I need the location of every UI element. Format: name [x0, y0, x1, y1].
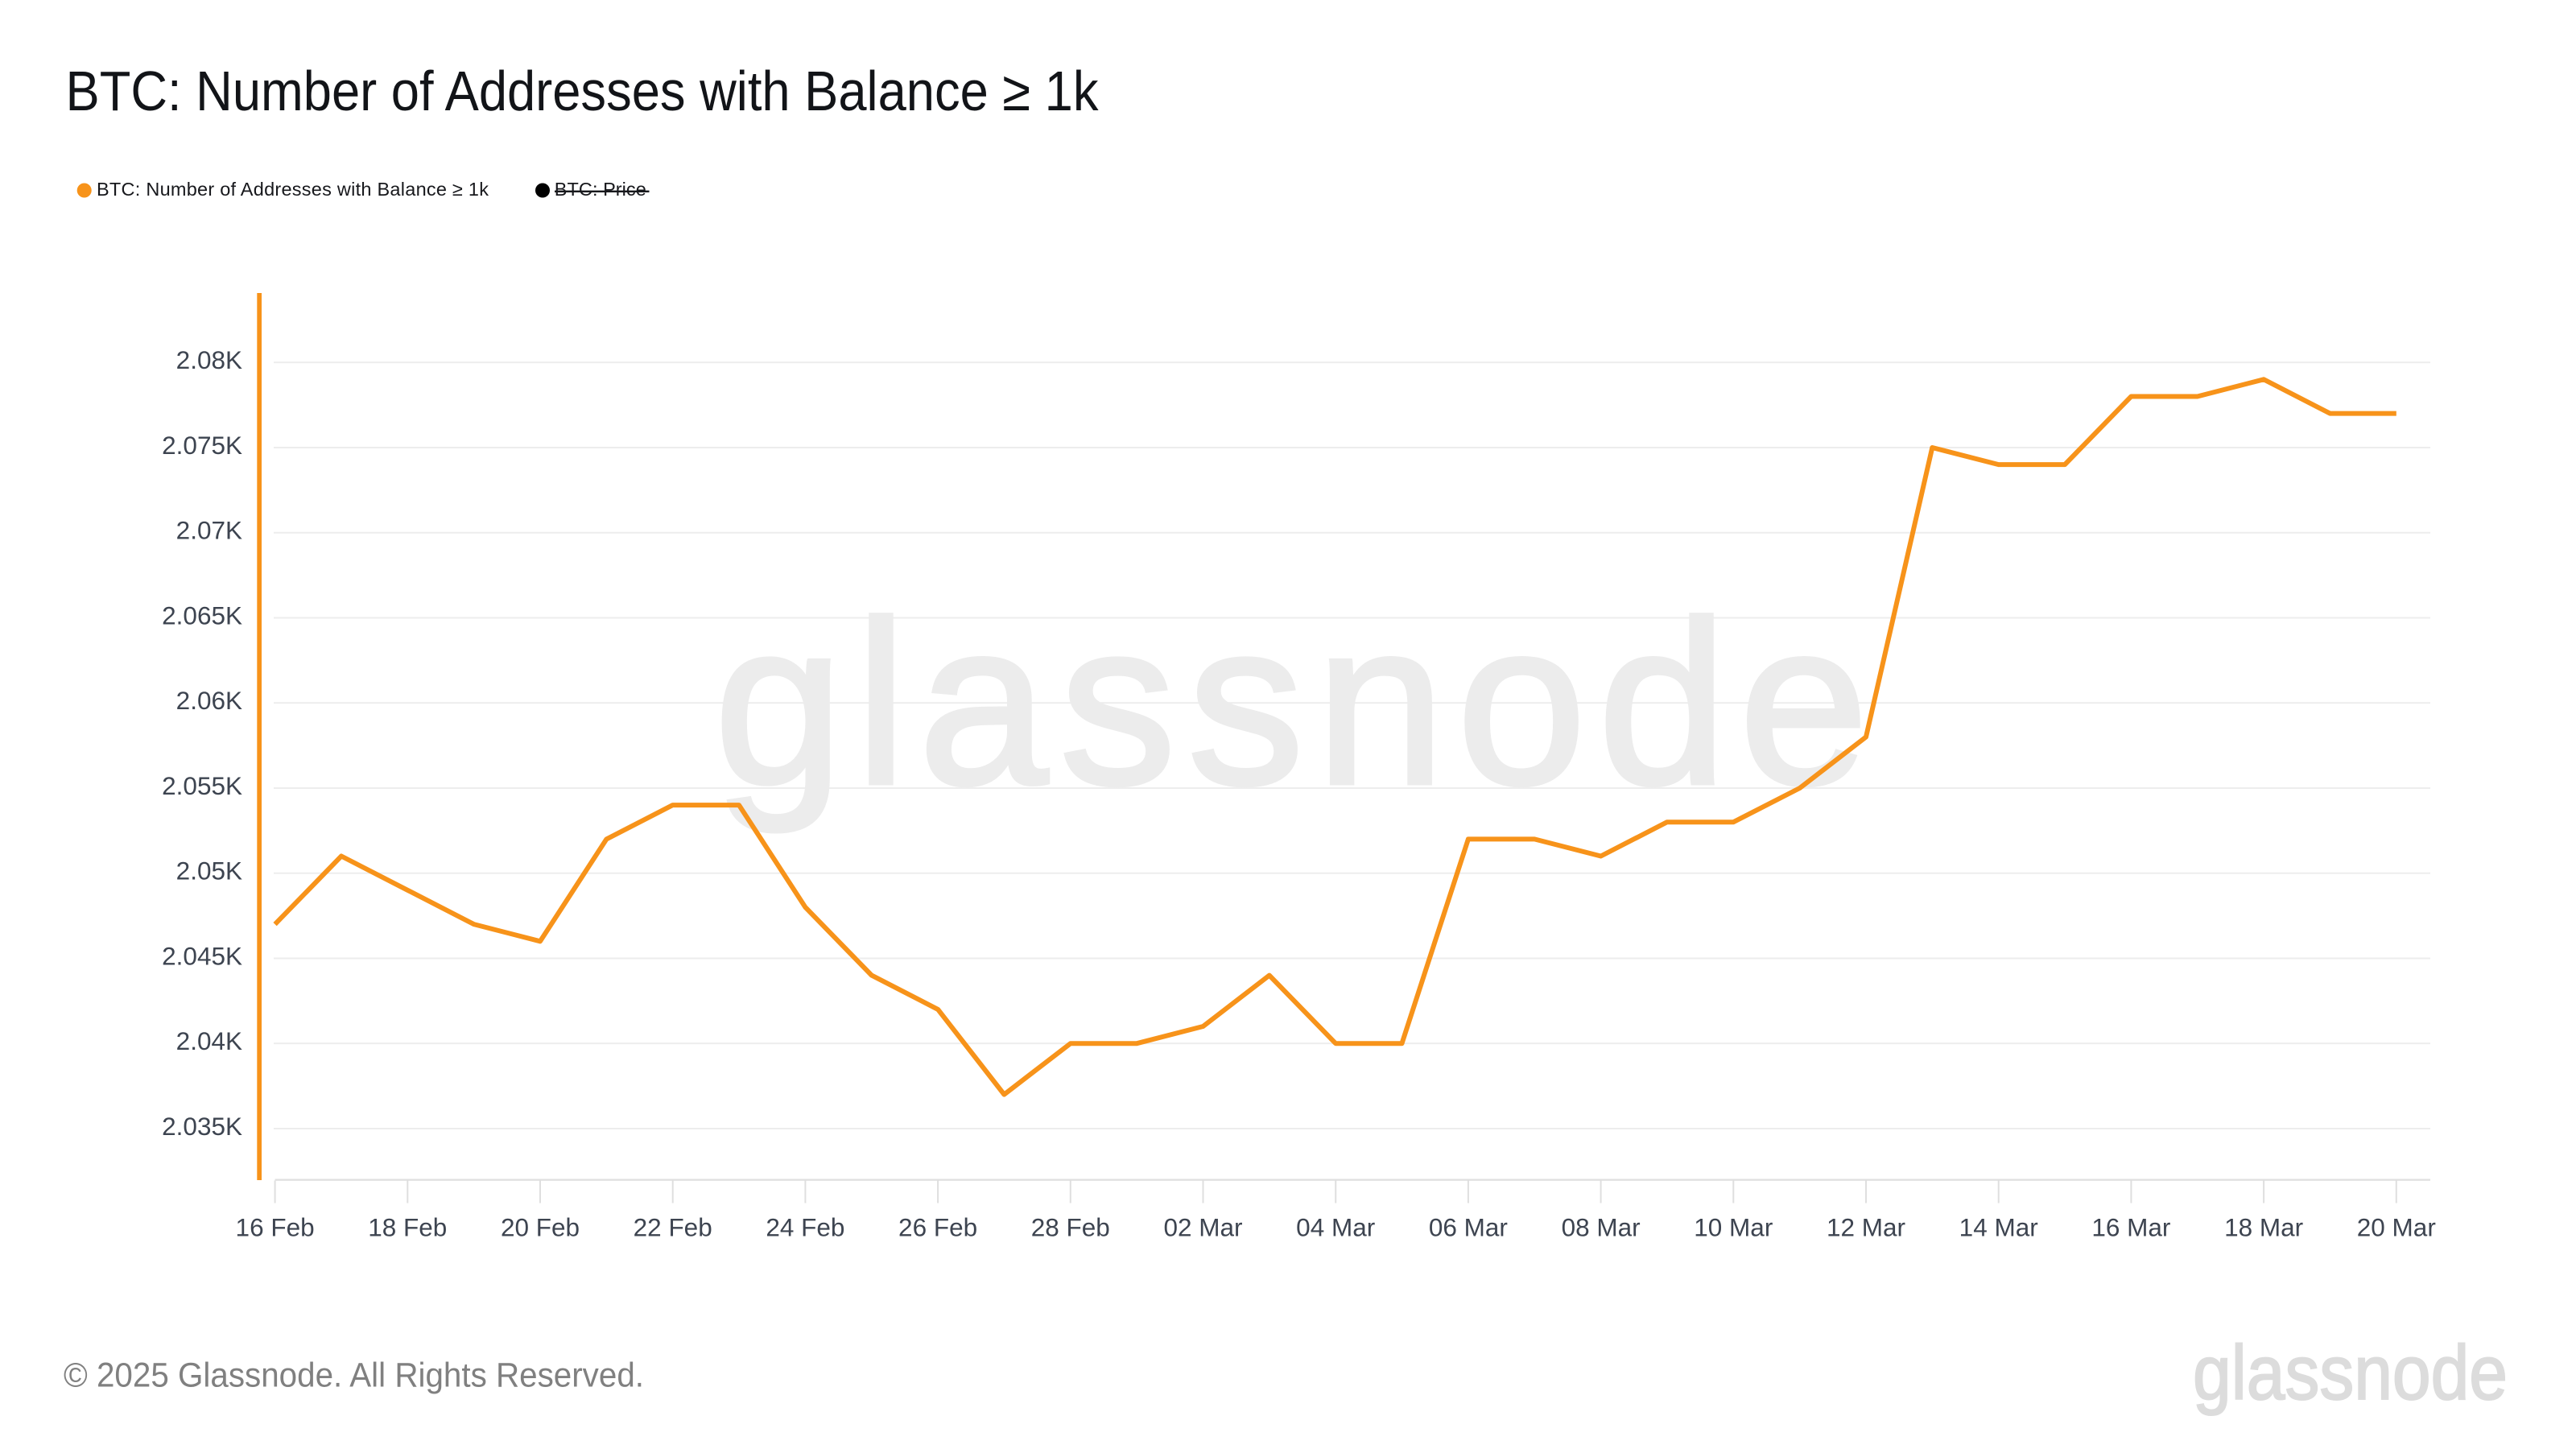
svg-text:20 Feb: 20 Feb [501, 1213, 580, 1242]
svg-text:22 Feb: 22 Feb [634, 1213, 712, 1242]
svg-text:© 2025 Glassnode. All Rights R: © 2025 Glassnode. All Rights Reserved. [64, 1356, 644, 1394]
svg-text:20 Mar: 20 Mar [2357, 1213, 2436, 1242]
svg-text:BTC: Number of Addresses with: BTC: Number of Addresses with Balance ≥ … [97, 179, 489, 200]
svg-text:2.08K: 2.08K [176, 345, 242, 374]
svg-text:glassnode: glassnode [2193, 1330, 2508, 1416]
svg-text:14 Mar: 14 Mar [1959, 1213, 2038, 1242]
svg-text:2.07K: 2.07K [176, 516, 242, 545]
svg-text:04 Mar: 04 Mar [1296, 1213, 1375, 1242]
svg-text:28 Feb: 28 Feb [1031, 1213, 1110, 1242]
svg-text:2.05K: 2.05K [176, 857, 242, 886]
svg-text:glassnode: glassnode [714, 573, 1868, 834]
svg-text:26 Feb: 26 Feb [898, 1213, 977, 1242]
svg-text:2.06K: 2.06K [176, 686, 242, 715]
svg-text:06 Mar: 06 Mar [1429, 1213, 1508, 1242]
svg-text:08 Mar: 08 Mar [1562, 1213, 1641, 1242]
svg-text:2.04K: 2.04K [176, 1026, 242, 1055]
svg-text:BTC: Price: BTC: Price [555, 179, 646, 200]
svg-text:12 Mar: 12 Mar [1827, 1213, 1905, 1242]
svg-text:24 Feb: 24 Feb [766, 1213, 844, 1242]
svg-text:16 Mar: 16 Mar [2091, 1213, 2170, 1242]
svg-text:2.035K: 2.035K [162, 1112, 242, 1141]
svg-text:BTC: Number of Addresses with: BTC: Number of Addresses with Balance ≥ … [66, 60, 1100, 122]
svg-text:02 Mar: 02 Mar [1163, 1213, 1242, 1242]
svg-text:2.075K: 2.075K [162, 431, 242, 460]
svg-text:2.065K: 2.065K [162, 601, 242, 630]
svg-text:16 Feb: 16 Feb [236, 1213, 315, 1242]
svg-text:2.055K: 2.055K [162, 771, 242, 800]
svg-text:2.045K: 2.045K [162, 942, 242, 971]
svg-text:18 Mar: 18 Mar [2224, 1213, 2303, 1242]
svg-text:18 Feb: 18 Feb [368, 1213, 447, 1242]
svg-text:10 Mar: 10 Mar [1694, 1213, 1773, 1242]
